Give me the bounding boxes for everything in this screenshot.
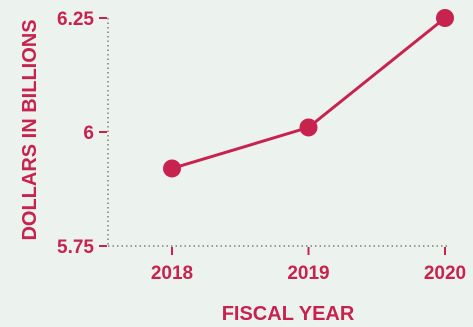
data-point <box>163 159 181 178</box>
series-line <box>171 16 446 170</box>
x-tick-label: 2019 <box>287 263 329 284</box>
y-axis-title: DOLLARS IN BILLIONS <box>19 19 41 240</box>
data-point <box>436 9 454 27</box>
y-tick-label: 5.75 <box>57 237 94 258</box>
x-tick-label: 2020 <box>424 263 466 284</box>
y-tick-label: 6.25 <box>57 9 94 30</box>
x-axis-title: FISCAL YEAR <box>222 303 355 325</box>
plot-area: 5.75 6 6.25 2018 2019 2020 <box>57 9 466 284</box>
x-tick-label: 2018 <box>151 263 193 284</box>
y-tick-label: 6 <box>83 123 94 144</box>
data-point <box>299 118 318 137</box>
